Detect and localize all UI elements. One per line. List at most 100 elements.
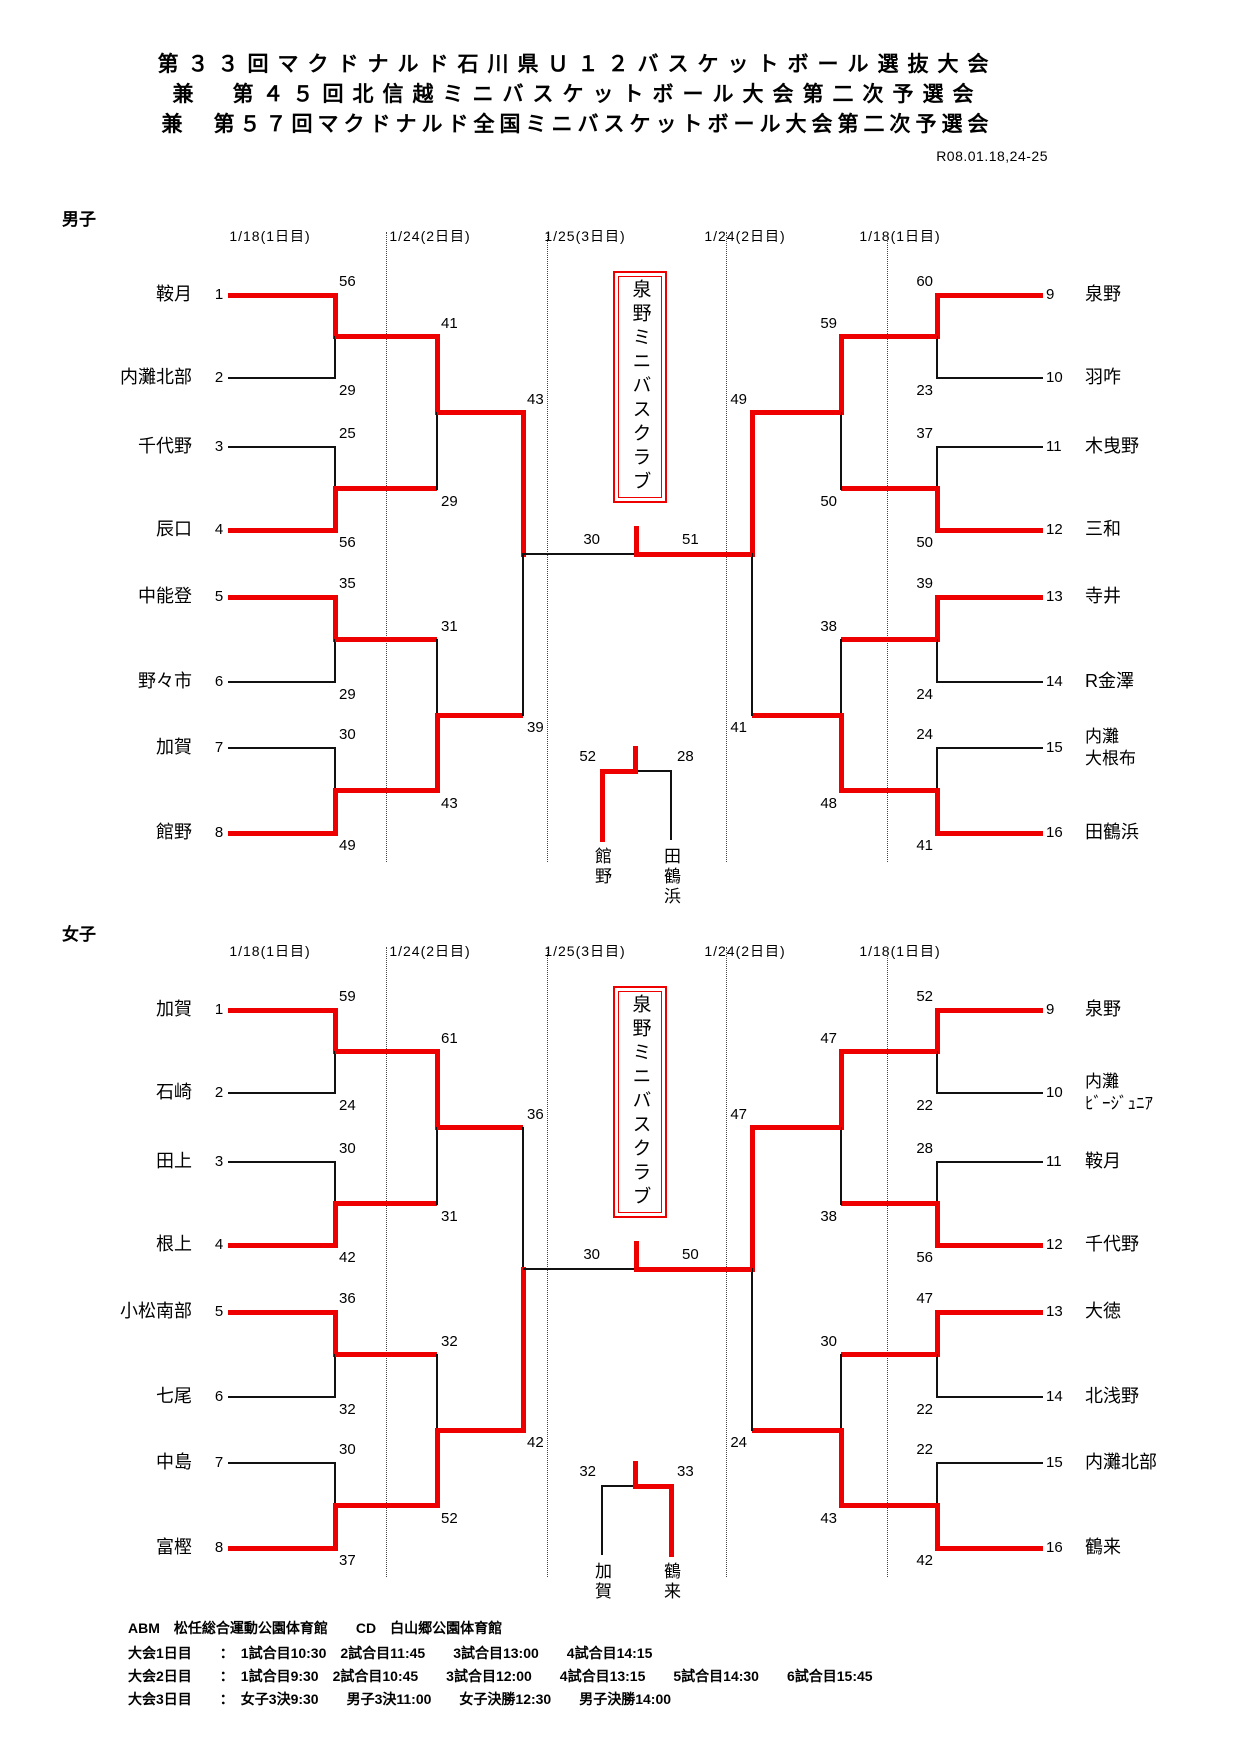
third-place-score: 32 bbox=[579, 1463, 596, 1480]
team-line bbox=[937, 377, 1043, 379]
bracket-line bbox=[523, 1268, 636, 1270]
bracket-line bbox=[602, 768, 635, 774]
bracket-line bbox=[520, 410, 526, 557]
bracket-line bbox=[838, 712, 844, 793]
team-line bbox=[937, 527, 1043, 533]
team-line bbox=[228, 527, 335, 533]
team-line bbox=[937, 292, 1043, 298]
team-name-line2: ﾋﾞｰｼﾞｭﾆｱ bbox=[1085, 1094, 1153, 1113]
round1-score: 52 bbox=[916, 988, 933, 1005]
team-line bbox=[937, 1462, 1043, 1464]
bracket-line bbox=[636, 1266, 752, 1272]
team-seed: 1 bbox=[214, 1001, 224, 1018]
round1-score: 30 bbox=[339, 1140, 356, 1157]
bracket-line bbox=[335, 788, 437, 793]
bracket-line bbox=[520, 1266, 526, 1433]
round2-score: 29 bbox=[441, 492, 458, 510]
team-seed: 6 bbox=[214, 673, 224, 690]
round1-score: 56 bbox=[339, 273, 356, 290]
team-name: 館野 bbox=[156, 822, 192, 842]
team-name: R金澤 bbox=[1085, 671, 1134, 691]
bracket-line bbox=[841, 788, 937, 793]
bracket-line bbox=[840, 1353, 842, 1431]
bracket-line bbox=[334, 335, 336, 379]
team-line bbox=[228, 446, 335, 448]
team-seed: 1 bbox=[214, 286, 224, 303]
bracket-line bbox=[752, 1427, 841, 1433]
team-seed: 2 bbox=[214, 1084, 224, 1101]
column-divider bbox=[386, 232, 387, 862]
round1-score: 56 bbox=[339, 534, 356, 551]
bracket-line bbox=[840, 1126, 842, 1205]
third-place-score: 28 bbox=[677, 748, 694, 765]
team-line bbox=[228, 292, 335, 298]
bracket-line bbox=[841, 486, 937, 491]
bracket-line bbox=[635, 770, 671, 772]
bracket-line bbox=[936, 446, 938, 490]
round1-score: 32 bbox=[339, 1401, 356, 1418]
date-label: R08.01.18,24-25 bbox=[936, 148, 1048, 164]
team-name: 加賀 bbox=[156, 737, 192, 757]
column-divider bbox=[386, 947, 387, 1577]
third-place-name: 館野 bbox=[592, 847, 611, 887]
round2-score: 59 bbox=[820, 314, 837, 332]
team-seed: 11 bbox=[1046, 438, 1062, 455]
team-name: 中能登 bbox=[138, 586, 192, 606]
team-name: 加賀 bbox=[156, 999, 192, 1019]
bracket-line bbox=[636, 551, 752, 557]
team-line bbox=[228, 377, 335, 379]
round1-score: 24 bbox=[339, 1097, 356, 1114]
team-seed: 12 bbox=[1046, 1236, 1063, 1253]
bracket-line bbox=[751, 553, 753, 716]
column-header: 1/25(3日目) bbox=[544, 228, 626, 244]
round2-score: 30 bbox=[820, 1332, 837, 1350]
team-line bbox=[937, 594, 1043, 600]
round1-score: 39 bbox=[916, 575, 933, 592]
bracket-line bbox=[334, 1353, 336, 1398]
team-name: 内灘 bbox=[1085, 1072, 1119, 1091]
team-seed: 2 bbox=[214, 369, 224, 386]
team-seed: 16 bbox=[1046, 1539, 1063, 1556]
team-name: 内灘北部 bbox=[1085, 1452, 1157, 1472]
team-seed: 8 bbox=[214, 1539, 224, 1556]
champion-box: 泉野ミニバスクラブ bbox=[613, 271, 667, 503]
bracket-line bbox=[934, 788, 940, 836]
column-header: 1/24(2日目) bbox=[389, 943, 471, 959]
bracket-line bbox=[334, 1050, 336, 1094]
bracket-line bbox=[838, 1049, 844, 1130]
schedule-day2: 大会2日目 ： 1試合目9:30 2試合目10:45 3試合目12:00 4試合… bbox=[128, 1668, 873, 1684]
third-place-stub bbox=[632, 1460, 638, 1489]
bracket-line bbox=[752, 410, 841, 415]
bracket-line bbox=[602, 1485, 635, 1487]
bracket-line bbox=[635, 1483, 671, 1489]
semifinal-score: 41 bbox=[730, 719, 747, 736]
team-line bbox=[937, 681, 1043, 683]
round2-score: 52 bbox=[441, 1509, 458, 1527]
team-line bbox=[228, 1396, 335, 1398]
team-seed: 8 bbox=[214, 824, 224, 841]
bracket-line bbox=[334, 1462, 336, 1507]
team-seed: 9 bbox=[1046, 1001, 1055, 1018]
team-name: 根上 bbox=[156, 1234, 192, 1254]
round2-score: 48 bbox=[820, 794, 837, 812]
bracket-line bbox=[334, 747, 336, 792]
team-name: 七尾 bbox=[156, 1386, 192, 1406]
bracket-line bbox=[601, 1485, 603, 1555]
third-place-score: 52 bbox=[579, 748, 596, 765]
column-header: 1/18(1日目) bbox=[229, 943, 311, 959]
round1-score: 28 bbox=[916, 1140, 933, 1157]
bracket-line bbox=[437, 1125, 523, 1130]
bracket-line bbox=[332, 292, 338, 339]
bracket-line bbox=[599, 768, 605, 842]
team-name: 小松南部 bbox=[120, 1301, 192, 1321]
bracket-line bbox=[334, 446, 336, 490]
round2-score: 31 bbox=[441, 1207, 458, 1225]
semifinal-score: 24 bbox=[730, 1434, 747, 1451]
column-header: 1/24(2日目) bbox=[389, 228, 471, 244]
bracket-line bbox=[936, 1161, 938, 1205]
team-seed: 10 bbox=[1046, 369, 1063, 386]
column-divider bbox=[547, 232, 548, 862]
bracket-line bbox=[332, 1503, 338, 1551]
schedule-day3: 大会3日目 ： 女子3決9:30 男子3決11:00 女子決勝12:30 男子決… bbox=[128, 1691, 672, 1707]
